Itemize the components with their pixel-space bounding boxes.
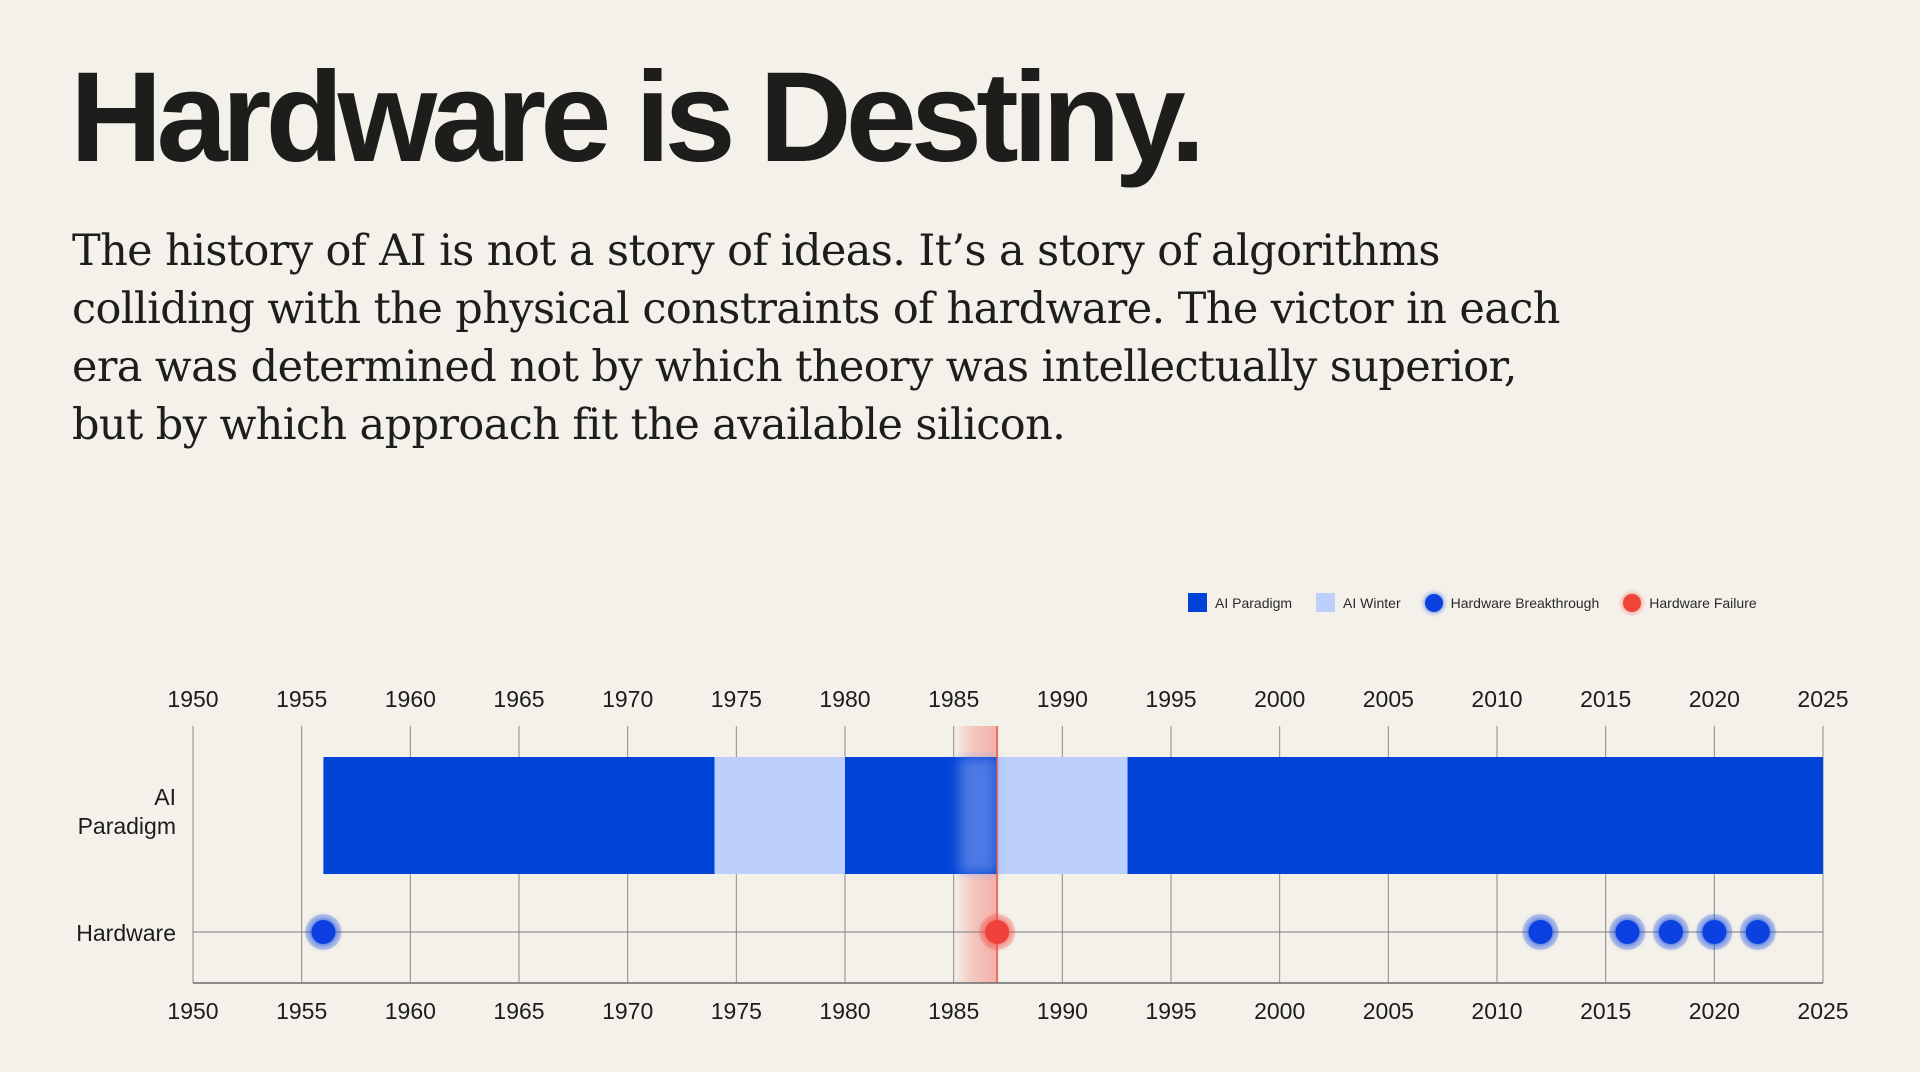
tick-label-bottom-1990: 1990 [1037, 998, 1088, 1024]
tick-label-top-1990: 1990 [1037, 686, 1088, 712]
failure-blur-edge [959, 757, 998, 874]
tick-label-top-1970: 1970 [602, 686, 653, 712]
tick-label-top-1955: 1955 [276, 686, 327, 712]
tick-label-bottom-1960: 1960 [385, 998, 436, 1024]
legend-label-failure: Hardware Failure [1649, 594, 1757, 611]
row-labels: AI Paradigm Hardware [76, 784, 176, 946]
event-dot-breakthrough-2018 [1658, 920, 1683, 944]
segment-winter-1987 [997, 757, 1128, 874]
paradigm-segments [323, 726, 1823, 983]
legend-label-paradigm: AI Paradigm [1215, 594, 1293, 611]
legend-item-failure: Hardware Failure [1623, 593, 1757, 612]
tick-label-bottom-1950: 1950 [167, 998, 218, 1024]
event-dot-failure-1987 [985, 920, 1010, 944]
legend-swatch-winter [1316, 593, 1336, 612]
event-dot-breakthrough-2012 [1528, 920, 1553, 944]
tick-label-top-2015: 2015 [1580, 686, 1631, 712]
tick-label-bottom-2015: 2015 [1580, 998, 1631, 1024]
tick-label-bottom-1980: 1980 [819, 998, 870, 1024]
tick-label-top-2010: 2010 [1471, 686, 1522, 712]
page-title: Hardware is Destiny. [70, 46, 1206, 189]
chart-legend: AI Paradigm AI Winter Hardware Breakthro… [1188, 593, 1757, 612]
tick-label-top-1985: 1985 [928, 686, 979, 712]
tick-label-bottom-1955: 1955 [276, 998, 327, 1024]
tick-label-bottom-1965: 1965 [493, 998, 544, 1024]
segment-paradigm-1993 [1127, 757, 1823, 874]
row-label-hardware: Hardware [76, 920, 176, 946]
event-dot-breakthrough-2022 [1745, 920, 1770, 944]
top-tick-labels: 1950 1955 1960 1965 1970 1975 1980 1985 1990 1995… [167, 686, 1848, 712]
tick-label-top-2025: 2025 [1797, 686, 1848, 712]
tick-label-top-1965: 1965 [493, 686, 544, 712]
tick-label-bottom-2010: 2010 [1471, 998, 1522, 1024]
tick-label-bottom-2000: 2000 [1254, 998, 1305, 1024]
tick-label-bottom-1970: 1970 [602, 998, 653, 1024]
legend-item-paradigm: AI Paradigm [1188, 593, 1292, 612]
tick-label-top-1960: 1960 [385, 686, 436, 712]
legend-label-breakthrough: Hardware Breakthrough [1450, 594, 1600, 611]
tick-label-top-2020: 2020 [1689, 686, 1740, 712]
legend-item-breakthrough: Hardware Breakthrough [1424, 593, 1600, 612]
event-dot-breakthrough-2020 [1702, 920, 1727, 944]
segment-winter-1974 [714, 757, 845, 874]
legend-swatch-failure [1623, 593, 1642, 612]
tick-label-top-1950: 1950 [167, 686, 218, 712]
bottom-tick-labels: 1950 1955 1960 1965 1970 1975 1980 1985 1990 1995… [167, 998, 1848, 1024]
intro-paragraph: The history of AI is not a story of idea… [72, 226, 1560, 450]
event-dot-breakthrough-1956 [311, 920, 336, 944]
row-label-paradigm-line-0: AI [154, 784, 176, 810]
tick-label-bottom-2025: 2025 [1797, 998, 1848, 1024]
tick-label-top-1980: 1980 [819, 686, 870, 712]
tick-label-top-2005: 2005 [1363, 686, 1414, 712]
event-dot-breakthrough-2016 [1615, 920, 1640, 944]
hardware-events [305, 914, 1776, 950]
tick-label-top-2000: 2000 [1254, 686, 1305, 712]
row-label-paradigm-line-1: Paradigm [78, 813, 176, 839]
tick-label-top-1975: 1975 [711, 686, 762, 712]
segment-paradigm-1956 [323, 757, 715, 874]
tick-label-bottom-2020: 2020 [1689, 998, 1740, 1024]
tick-label-bottom-1985: 1985 [928, 998, 979, 1024]
legend-label-winter: AI Winter [1343, 594, 1401, 611]
legend-item-winter: AI Winter [1316, 593, 1401, 612]
tick-label-top-1995: 1995 [1145, 686, 1196, 712]
tick-label-bottom-1975: 1975 [711, 998, 762, 1024]
legend-swatch-breakthrough [1424, 593, 1443, 612]
tick-label-bottom-1995: 1995 [1145, 998, 1196, 1024]
legend-swatch-paradigm [1188, 593, 1207, 612]
tick-label-bottom-2005: 2005 [1363, 998, 1414, 1024]
